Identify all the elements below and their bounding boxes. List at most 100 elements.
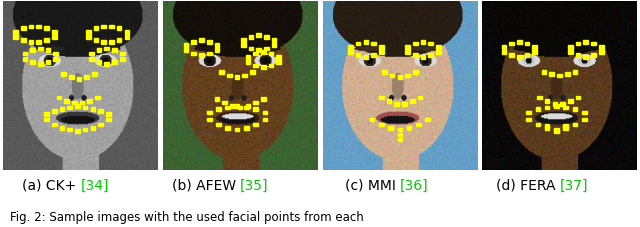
Bar [526,111,531,115]
Text: Fig. 2: Sample images with the used facial points from each: Fig. 2: Sample images with the used faci… [10,210,364,223]
Bar [56,96,61,100]
Bar [44,118,49,122]
Bar [44,113,49,117]
Bar [84,76,89,80]
Bar [348,51,353,54]
Bar [30,61,35,65]
Bar [52,123,56,127]
Bar [250,71,255,75]
Bar [428,42,433,46]
Bar [537,96,541,100]
Bar [387,99,391,103]
Bar [29,26,33,29]
Bar [405,51,410,54]
Bar [99,123,103,127]
Bar [207,118,212,122]
Bar [413,54,418,58]
Bar [117,27,122,31]
Bar [560,103,565,107]
Bar [22,57,27,61]
Bar [86,31,90,34]
Bar [545,106,550,110]
Bar [364,56,368,59]
Bar [90,108,95,112]
Bar [257,34,261,38]
Bar [199,39,204,43]
Bar [214,44,220,48]
Bar [272,39,276,43]
Text: (d) FERA: (d) FERA [495,178,559,192]
Bar [222,101,227,105]
Bar [584,41,588,44]
Bar [104,63,109,66]
Bar [45,49,51,53]
Bar [207,52,212,56]
Bar [545,125,550,128]
Bar [348,46,353,49]
Bar [104,47,109,51]
Bar [554,105,559,108]
Bar [413,42,418,46]
Bar [75,130,80,133]
Bar [246,61,250,65]
Bar [413,71,418,75]
Bar [101,26,106,29]
Bar [207,111,212,115]
Bar [241,44,246,48]
Bar [36,26,41,29]
Bar [405,46,410,49]
Bar [52,31,56,34]
Bar [253,64,258,68]
Bar [106,113,111,117]
Bar [502,51,506,54]
Bar [276,61,281,65]
Bar [582,118,587,122]
Bar [599,46,604,49]
Bar [106,118,111,122]
Bar [388,126,393,130]
Bar [89,52,93,56]
Bar [262,118,268,122]
Bar [101,41,106,44]
Bar [30,49,35,53]
Text: (b) AFEW: (b) AFEW [172,178,240,192]
Bar [261,66,266,70]
Bar [77,78,81,81]
Text: [36]: [36] [400,178,428,192]
Bar [563,106,568,110]
Bar [93,39,99,43]
Bar [80,101,84,105]
Bar [502,46,506,49]
Bar [44,39,49,43]
Bar [379,46,383,49]
Bar [545,126,550,130]
Bar [225,106,230,110]
Bar [60,108,64,112]
Bar [402,103,407,107]
Bar [216,123,221,127]
Bar [238,106,243,110]
Bar [52,110,56,113]
Bar [109,41,114,44]
Bar [371,54,376,58]
Bar [382,71,387,75]
Bar [235,76,239,80]
Bar [356,54,360,58]
Bar [191,41,196,44]
Bar [573,123,577,127]
Bar [552,103,557,107]
Bar [253,123,258,127]
Bar [563,125,568,128]
Bar [246,105,250,108]
Bar [83,106,88,110]
Bar [356,42,360,46]
Bar [29,41,33,44]
Bar [591,54,596,58]
Bar [83,128,88,132]
Bar [436,51,441,54]
Bar [64,99,69,103]
Bar [36,41,41,44]
Bar [216,108,221,112]
Bar [257,49,261,53]
Bar [253,108,258,112]
